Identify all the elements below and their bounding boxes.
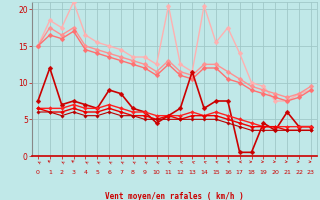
X-axis label: Vent moyen/en rafales ( km/h ): Vent moyen/en rafales ( km/h ) [105,192,244,200]
